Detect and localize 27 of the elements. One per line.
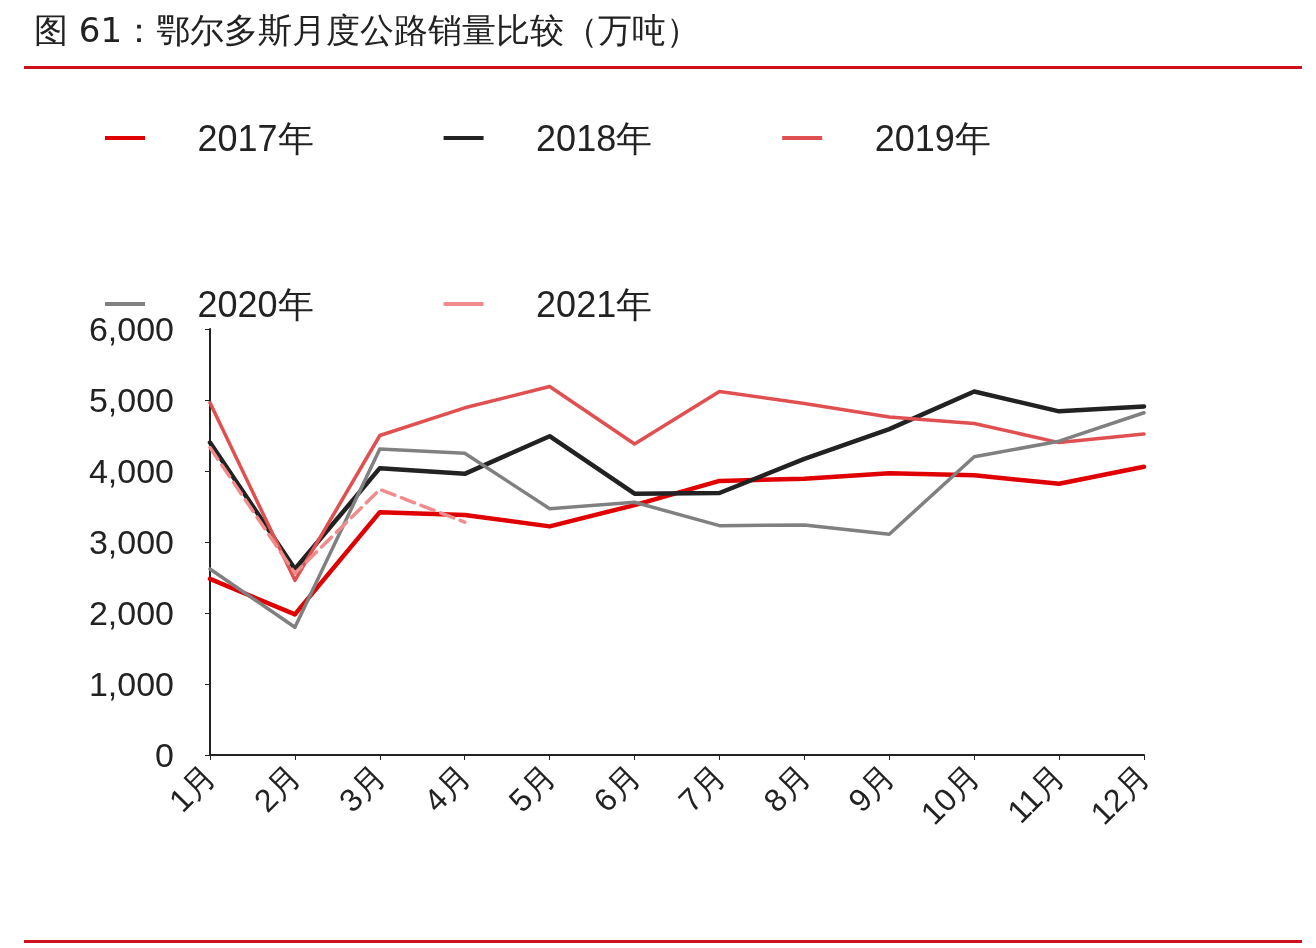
x-tick-label: 2月: [246, 758, 308, 819]
y-tick-label: 2,000: [88, 594, 174, 632]
x-tick-label: 4月: [416, 758, 478, 819]
y-tick-label: 6,000: [88, 310, 174, 348]
x-tick-label: 5月: [501, 758, 563, 819]
x-tick-label: 3月: [331, 758, 393, 819]
y-tick-label: 0: [155, 736, 174, 774]
line-series: [208, 411, 1146, 629]
y-tick-label: 1,000: [88, 665, 174, 703]
x-tick-label: 6月: [586, 758, 648, 819]
x-tick-label: 9月: [841, 758, 902, 819]
legend-label: 2018年: [536, 117, 653, 159]
line-series: [207, 464, 1147, 617]
x-tick-label: 12月: [1083, 758, 1157, 832]
x-tick-label: 8月: [756, 758, 818, 819]
y-tick-label: 4,000: [88, 452, 174, 490]
x-tick-label: 11月: [1000, 758, 1072, 830]
y-tick-label: 3,000: [88, 523, 174, 561]
x-tick-label: 10月: [913, 758, 987, 832]
legend-label: 2021年: [536, 283, 653, 325]
chart-title: 图 61：鄂尔多斯月度公路销量比较（万吨）: [34, 9, 701, 52]
line-series: [208, 445, 467, 575]
legend-label: 2019年: [874, 117, 991, 159]
legend-label: 2020年: [197, 283, 314, 325]
y-tick-label: 5,000: [88, 381, 174, 419]
x-tick-label: 7月: [671, 758, 733, 819]
legend-label: 2017年: [197, 117, 314, 159]
